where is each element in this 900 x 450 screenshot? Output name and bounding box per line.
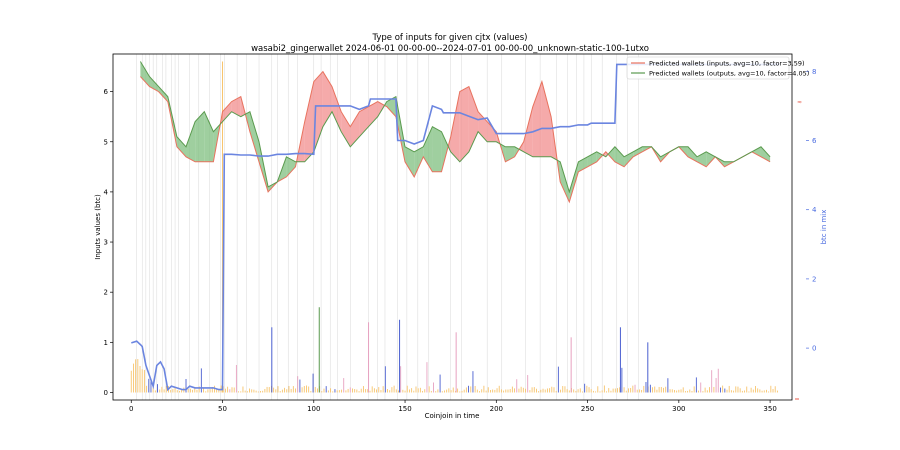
difference-fill	[633, 146, 643, 157]
difference-fill	[608, 146, 615, 162]
chart-title: Type of inputs for given cjtx (values)	[372, 33, 528, 43]
y-axis-ticks: 0 1 2 3 4 5 6	[104, 88, 113, 397]
difference-fill	[222, 101, 232, 122]
difference-fill	[468, 86, 479, 152]
difference-fill	[140, 61, 150, 87]
right-tick-label: 4	[812, 206, 817, 214]
x-tick-label: 0	[129, 405, 133, 413]
legend: Predicted wallets (inputs, avg=10, facto…	[626, 56, 809, 80]
difference-fill	[487, 121, 497, 142]
difference-fill	[304, 81, 314, 162]
difference-fill	[377, 101, 385, 117]
y-tick-label: 2	[104, 289, 108, 297]
x-axis-ticks: 0 50 100 150 200 250 300 350	[129, 400, 777, 413]
difference-fill	[687, 146, 698, 162]
difference-fill	[423, 126, 433, 172]
difference-fill	[249, 111, 260, 162]
x-axis-label: Coinjoin in time	[425, 412, 480, 420]
difference-fill	[286, 156, 296, 177]
right-edge-marker: ≈	[797, 99, 802, 106]
difference-fill	[578, 156, 588, 172]
y-axis-label: Inputs values (btc)	[94, 194, 102, 260]
difference-fill	[751, 146, 761, 157]
x-tick-label: 300	[672, 405, 685, 413]
x-tick-label: 350	[763, 405, 776, 413]
difference-fill	[624, 151, 634, 167]
difference-fill	[186, 121, 196, 162]
y-tick-label: 1	[104, 339, 108, 347]
difference-fill	[414, 146, 424, 177]
right-axis-ticks: 0 2 4 6 8	[806, 68, 817, 353]
difference-fill	[560, 161, 570, 202]
difference-fill	[176, 136, 187, 157]
difference-fill	[587, 151, 597, 167]
difference-fill	[450, 91, 460, 162]
difference-fill	[158, 86, 168, 102]
difference-fill	[195, 111, 205, 162]
right-tick-label: 2	[812, 275, 816, 283]
difference-fill	[697, 151, 707, 167]
outputs-line	[139, 61, 771, 194]
y-tick-label: 0	[104, 389, 108, 397]
difference-fill	[541, 81, 552, 157]
legend-label-outputs: Predicted wallets (outputs, avg=10, fact…	[649, 70, 809, 78]
difference-fill	[432, 126, 442, 172]
x-tick-label: 100	[307, 405, 320, 413]
plot-area-frame	[112, 53, 793, 401]
difference-fill	[350, 111, 360, 147]
difference-fill	[596, 151, 603, 162]
right-tick-label: 0	[812, 345, 816, 353]
x-tick-label: 250	[581, 405, 594, 413]
difference-fill	[459, 86, 469, 162]
chart-subtitle: wasabi2_gingerwallet 2024-06-01 00-00-00…	[251, 44, 649, 54]
x-tick-label: 150	[398, 405, 411, 413]
difference-fill	[441, 131, 449, 172]
y-tick-label: 5	[104, 138, 108, 146]
difference-fill	[231, 96, 241, 117]
right-tick-label: 8	[812, 68, 816, 76]
difference-fill	[532, 81, 542, 157]
difference-fills	[140, 61, 771, 202]
difference-fill	[368, 101, 378, 127]
difference-fill	[322, 71, 333, 127]
x-tick-label: 50	[218, 405, 227, 413]
y-tick-label: 6	[104, 88, 109, 96]
difference-fill	[505, 146, 515, 162]
difference-fill	[569, 161, 579, 202]
x-tick-label: 200	[490, 405, 503, 413]
difference-fill	[706, 151, 716, 167]
difference-fill	[341, 111, 351, 147]
difference-fill	[204, 111, 214, 162]
difference-fill	[395, 96, 406, 162]
difference-fill	[386, 96, 396, 117]
difference-fill	[523, 106, 533, 157]
legend-label-inputs: Predicted wallets (inputs, avg=10, facto…	[649, 60, 805, 68]
y-tick-label: 4	[104, 188, 109, 196]
legend-box	[626, 56, 790, 80]
right-tick-label: 6	[812, 137, 817, 145]
difference-fill	[614, 146, 625, 167]
difference-fill	[332, 86, 342, 132]
y-tick-label: 3	[104, 239, 108, 247]
difference-fill	[405, 146, 415, 177]
right-axis-label: btc in mix	[820, 210, 828, 245]
